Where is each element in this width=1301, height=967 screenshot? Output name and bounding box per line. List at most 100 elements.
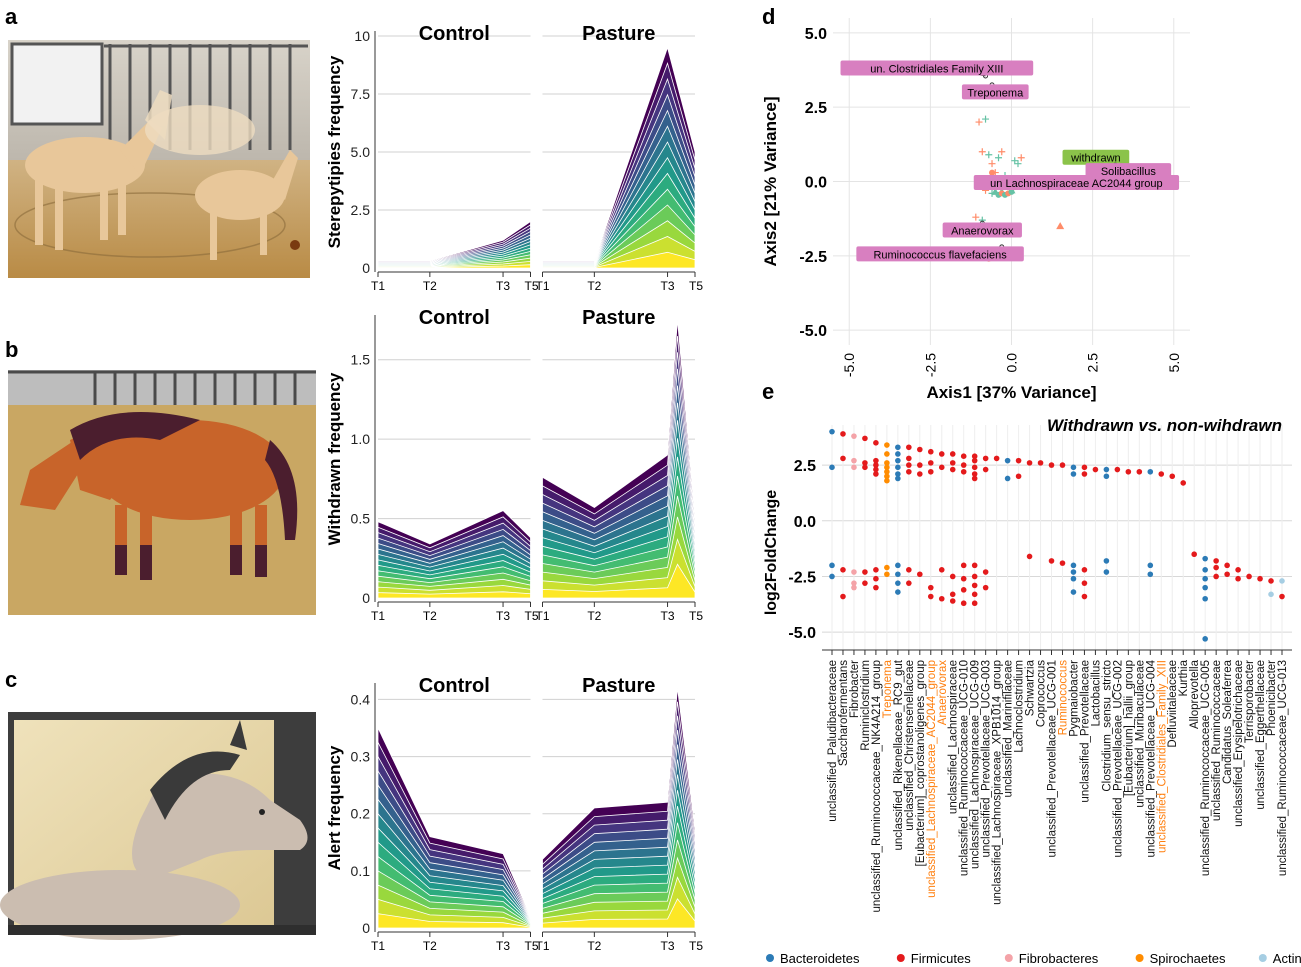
taxon-point — [938, 464, 945, 471]
x-tick-label: T3 — [496, 609, 510, 623]
taxon-label: Defluviitaleaceae — [1167, 660, 1179, 748]
taxon-label: unclassified_Ruminococcaceae_NK4A214_gro… — [871, 660, 883, 913]
area-layer — [377, 591, 531, 599]
sample-point-plus — [978, 216, 986, 224]
panel-letter-d: d — [762, 4, 775, 29]
taxon-point — [884, 571, 890, 578]
area-layer — [377, 264, 531, 269]
sample-point-circle — [989, 169, 996, 176]
y-tick-label: 2.5 — [794, 458, 816, 475]
taxon-point — [1147, 468, 1154, 475]
taxon-point — [884, 451, 890, 457]
taxon-point — [971, 475, 978, 482]
area-layer — [377, 913, 531, 929]
species-label: Treponema — [967, 87, 1024, 99]
taxon-label: Terrisporobacter — [1244, 660, 1256, 743]
x-tick-label: T2 — [587, 939, 601, 953]
taxon-point — [949, 598, 956, 604]
taxon-label: Phoenicibacter — [1266, 660, 1278, 736]
taxon-point — [884, 468, 890, 475]
taxon-point — [938, 451, 945, 457]
taxon-label: unclassified_Prevotellaceae_UCG-003 — [981, 660, 993, 858]
taxon-point — [862, 464, 868, 471]
x-tick-label: T1 — [371, 609, 385, 623]
x-tick-label: 0.0 — [1004, 353, 1020, 373]
taxon-point — [895, 562, 901, 569]
taxon-point — [960, 575, 967, 582]
area-layer — [542, 898, 696, 929]
taxon-point — [917, 446, 923, 453]
taxon-point — [840, 567, 846, 573]
y-tick-label: 2.5 — [805, 100, 827, 117]
x-tick-label: T5 — [689, 939, 703, 953]
legend-label: Firmicutes — [911, 951, 971, 966]
taxon-point — [895, 444, 901, 451]
y-tick-label: 0.1 — [351, 863, 371, 879]
taxon-point — [829, 562, 835, 569]
taxon-point — [1202, 555, 1208, 562]
taxon-point — [1213, 558, 1219, 564]
taxon-point — [1268, 591, 1274, 598]
taxon-point — [1268, 578, 1274, 584]
y-tick-label: 5.0 — [805, 26, 827, 43]
taxon-point — [949, 451, 956, 457]
taxon-point — [1070, 562, 1077, 569]
taxon-point — [971, 600, 978, 607]
legend-swatch — [1004, 954, 1013, 962]
species-label-box — [961, 84, 1029, 100]
taxon-point — [884, 460, 890, 466]
taxon-label: Fibrobacter — [849, 660, 861, 718]
taxon-point — [1103, 466, 1110, 473]
taxon-point — [873, 575, 879, 582]
taxon-label: unclassified_Ruminococcaceae — [1211, 660, 1223, 821]
taxon-label: Kurthia — [1178, 659, 1190, 696]
species-label: Ruminococcus flavefaciens — [873, 249, 1007, 261]
taxon-point — [862, 460, 868, 466]
panel-c-alert-chart: Alert frequency 0 0.1 0.2 0.3 0.4 Control T1 T2 T… — [325, 675, 703, 953]
taxon-label: unclassified_Lachnospiraceae_XPB1014_gro… — [992, 660, 1004, 905]
taxon-point — [895, 451, 901, 457]
y-axis-title: Sterepytipies frequency — [325, 55, 344, 248]
taxon-point — [1180, 480, 1187, 486]
taxon-label: unclassified_Prevotellaceae_UCG-004 — [1145, 659, 1157, 857]
y-tick-label: 7.5 — [351, 86, 371, 102]
taxon-point — [884, 442, 890, 448]
panel-b-withdrawn-chart: Withdrawn frequency 0 0.5 1.0 1.5 Control T1 T2… — [325, 307, 703, 623]
x-tick-label: T1 — [535, 609, 549, 623]
species-label: withdrawn — [1070, 153, 1121, 165]
y-tick-label: 1.5 — [351, 352, 371, 368]
y-tick-label: -5.0 — [788, 625, 816, 642]
taxon-point — [906, 462, 912, 468]
species-label: Anaerovorax — [951, 226, 1014, 238]
taxon-point — [873, 466, 879, 473]
taxon-point — [917, 571, 923, 578]
species-label-box — [840, 60, 1034, 76]
taxon-point — [971, 457, 978, 464]
y-tick-label: -2.5 — [788, 569, 816, 586]
y-tick-label: 10 — [354, 28, 370, 44]
x-tick-label: T1 — [371, 279, 385, 293]
taxon-point — [906, 580, 912, 586]
taxon-point — [1026, 553, 1033, 560]
taxon-point — [917, 471, 923, 477]
taxon-point — [1103, 569, 1110, 575]
taxon-point — [949, 466, 956, 473]
taxon-label: unclassified_Prevotellaceae_UCG-001 — [1047, 660, 1059, 858]
x-tick-label: 5.0 — [1166, 353, 1182, 373]
taxon-label: unclassified_Ruminococcaceae_UCG-005 — [1200, 660, 1212, 876]
legend-label: Spirochaetes — [1150, 951, 1226, 966]
taxon-point — [1147, 562, 1154, 569]
taxon-point — [1081, 580, 1088, 586]
taxon-point — [895, 471, 901, 477]
sample-point-plus — [975, 118, 983, 126]
taxon-point — [1070, 569, 1077, 575]
x-tick-label: T2 — [587, 609, 601, 623]
x-tick-label: T3 — [661, 279, 675, 293]
taxon-point — [851, 433, 857, 439]
taxon-point — [895, 580, 901, 586]
foal-in-stall-illustration — [0, 712, 316, 940]
taxon-label: Alloprevotella — [1189, 659, 1201, 729]
taxon-point — [1279, 578, 1285, 584]
taxon-point — [1059, 462, 1066, 468]
taxon-point — [960, 468, 967, 475]
